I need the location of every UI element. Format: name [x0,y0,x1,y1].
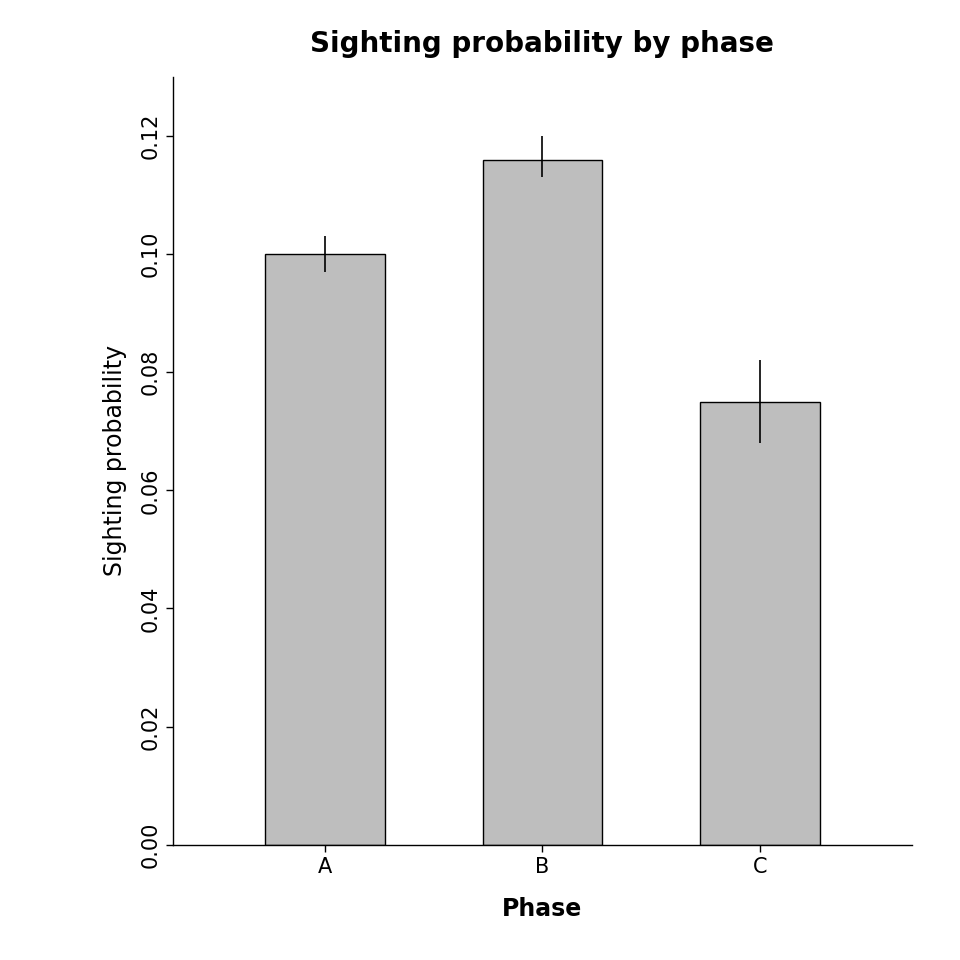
Bar [265,254,385,845]
Bar [483,159,602,845]
Y-axis label: Sighting probability: Sighting probability [103,346,127,576]
X-axis label: Phase: Phase [502,898,583,922]
Bar [700,401,820,845]
Title: Sighting probability by phase: Sighting probability by phase [310,30,775,58]
